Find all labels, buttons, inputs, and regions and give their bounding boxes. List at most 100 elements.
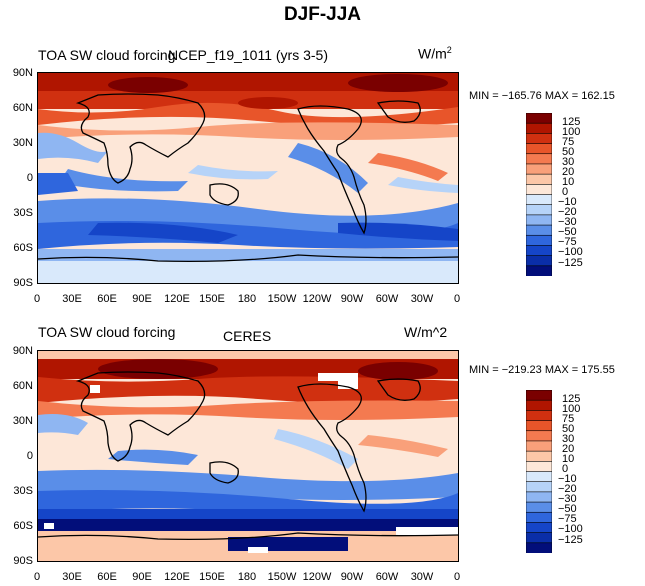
panel2-colorbar: [525, 389, 553, 554]
colorbar-swatch: [525, 420, 553, 432]
colorbar-label: −125: [558, 534, 583, 546]
colorbar-label: 125: [562, 393, 581, 405]
panel1-lat-label: 0: [26, 172, 33, 184]
panel1-lon-label: 0: [33, 293, 41, 305]
colorbar-label: 30: [562, 433, 575, 445]
colorbar-swatch: [525, 224, 553, 237]
panel2-units: W/m^2: [404, 324, 448, 340]
panel2-lat-label: 60N: [12, 380, 33, 392]
panel1-lon-label: 150W: [267, 293, 297, 305]
panel1-lon-label: 60E: [97, 293, 117, 305]
panel2-lon-label: 90E: [132, 571, 152, 583]
panel2-lon-label: 60E: [97, 571, 117, 583]
panel2-lon-label: 150W: [267, 571, 297, 583]
colorbar-swatch: [525, 440, 553, 452]
panel1-colorbar: [525, 112, 553, 277]
colorbar-swatch: [525, 245, 553, 257]
panel1-lon-label: 90E: [132, 293, 152, 305]
panel2-lat-label: 60S: [13, 520, 33, 532]
colorbar-swatch: [525, 481, 553, 493]
colorbar-label: 10: [562, 453, 575, 465]
colorbar-swatch: [525, 234, 553, 247]
colorbar-label: −75: [558, 513, 577, 525]
panel2-lat-label: 0: [26, 450, 33, 462]
colorbar-swatch: [525, 471, 553, 483]
colorbar-swatch: [525, 143, 553, 155]
colorbar-swatch: [525, 184, 553, 196]
colorbar-label: 125: [562, 116, 581, 128]
panel1-lat-label: 30S: [13, 207, 33, 219]
colorbar-label: −100: [558, 523, 583, 535]
colorbar-label: 0: [562, 186, 569, 198]
panel2-lon-label: 60W: [375, 571, 399, 583]
panel2-lat-label: 30N: [12, 415, 33, 427]
colorbar-label: 100: [562, 403, 581, 415]
colorbar-swatch: [525, 214, 553, 226]
figure-title: DJF-JJA: [283, 4, 362, 25]
colorbar-label: −30: [558, 216, 577, 228]
colorbar-label: 10: [562, 176, 575, 188]
colorbar-swatch: [525, 389, 553, 401]
colorbar-swatch: [525, 461, 553, 473]
colorbar-label: −50: [558, 226, 577, 238]
colorbar-swatch: [525, 450, 553, 463]
colorbar-label: −10: [558, 196, 577, 208]
panel2-lat-label: 30S: [13, 485, 33, 497]
colorbar-label: −75: [558, 236, 577, 248]
panel2-lon-label: 30E: [62, 571, 82, 583]
panel2-lon-label: 150E: [199, 571, 225, 583]
colorbar-swatch: [525, 133, 553, 145]
colorbar-swatch: [525, 173, 553, 186]
colorbar-swatch: [525, 399, 553, 412]
panel1-title-left: TOA SW cloud forcing: [38, 47, 176, 63]
panel2-lon-label: 180: [237, 571, 257, 583]
panel1-lon-label: 180: [237, 293, 257, 305]
panel1-lon-label: 90W: [340, 293, 364, 305]
colorbar-label: 75: [562, 136, 575, 148]
colorbar-swatch: [525, 491, 553, 503]
colorbar-label: −10: [558, 473, 577, 485]
colorbar-swatch: [525, 532, 553, 544]
panel2-field: [38, 351, 458, 561]
panel1-lat-label: 60N: [12, 102, 33, 114]
colorbar-label: 100: [562, 126, 581, 138]
panel1-lon-label: 60W: [375, 293, 399, 305]
colorbar-label: −20: [558, 206, 577, 218]
panel2-map: [37, 350, 459, 562]
colorbar-label: 75: [562, 413, 575, 425]
panel1-lon-label: 120E: [164, 293, 190, 305]
panel2-title-center: CERES: [223, 328, 272, 344]
panel1-lat-label: 90N: [12, 67, 33, 79]
panel1-lon-label: 30W: [410, 293, 434, 305]
panel1-lon-label: 30E: [62, 293, 82, 305]
colorbar-label: −50: [558, 503, 577, 515]
panel2-lon-label: 30W: [410, 571, 434, 583]
colorbar-swatch: [525, 430, 553, 442]
colorbar-swatch: [525, 153, 553, 165]
colorbar-swatch: [525, 265, 553, 277]
colorbar-label: −20: [558, 483, 577, 495]
panel2-lon-label: 0: [453, 571, 461, 583]
panel1-map: [37, 72, 459, 284]
colorbar-label: 30: [562, 156, 575, 168]
panel2-lat-label: 90N: [12, 345, 33, 357]
panel2-lat-label: 90S: [13, 555, 33, 567]
colorbar-swatch: [525, 194, 553, 206]
colorbar-swatch: [525, 501, 553, 514]
colorbar-swatch: [525, 542, 553, 554]
panel1-lat-label: 60S: [13, 242, 33, 254]
panel1-lat-label: 30N: [12, 137, 33, 149]
colorbar-label: −100: [558, 246, 583, 258]
panel1-lon-label: 150E: [199, 293, 225, 305]
panel1-lat-label: 90S: [13, 277, 33, 289]
panel1-lon-label: 0: [453, 293, 461, 305]
colorbar-label: 0: [562, 463, 569, 475]
colorbar-swatch: [525, 204, 553, 216]
panel2-colorbar-swatches: [525, 389, 553, 554]
colorbar-swatch: [525, 255, 553, 267]
colorbar-label: 50: [562, 423, 575, 435]
colorbar-swatch: [525, 511, 553, 524]
colorbar-swatch: [525, 410, 553, 422]
colorbar-label: 50: [562, 146, 575, 158]
panel2-lon-label: 0: [33, 571, 41, 583]
